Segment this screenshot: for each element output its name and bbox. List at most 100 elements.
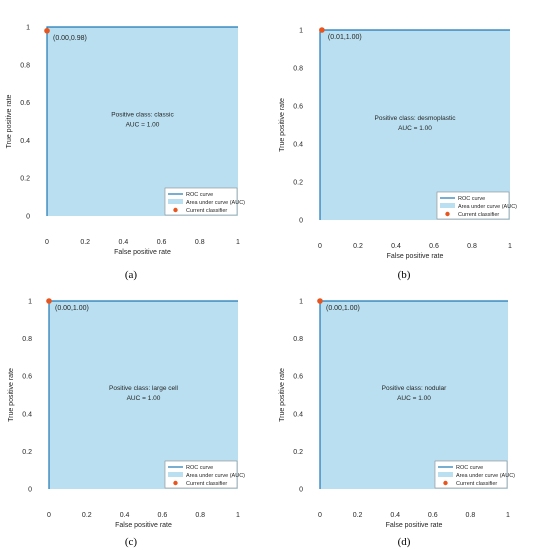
legend-roc-label: ROC curve (458, 196, 485, 202)
y-tick-label: 0.6 (293, 104, 303, 111)
x-tick-label: 0.6 (157, 239, 167, 246)
x-tick-label: 0 (318, 243, 322, 250)
roc-curve-line (46, 26, 238, 216)
y-axis-label: True positive rate (8, 368, 15, 422)
x-tick-label: 0 (45, 239, 49, 246)
classifier-point-label: (0.00,1.00) (326, 305, 360, 312)
legend-auc-label: Area under curve (AUC) (458, 204, 517, 210)
legend-auc-label: Area under curve (AUC) (186, 473, 245, 479)
legend-auc-swatch (440, 203, 455, 208)
legend-roc-label: ROC curve (456, 465, 483, 471)
x-tick-label: 0.2 (82, 512, 92, 519)
y-tick-label: 0.2 (20, 176, 30, 183)
roc-panel-c: (0.00,1.00) 0 0.2 0.4 0.6 0.8 1 0 0.2 0.4 0.6 0.8 1 F… (8, 298, 245, 548)
legend-auc-swatch (168, 472, 183, 477)
y-tick-label: 0.2 (293, 180, 303, 187)
auc-annotation: AUC = 1.00 (127, 395, 161, 402)
y-tick-label: 0.4 (293, 142, 303, 149)
legend: ROC curve Area under curve (AUC) Current c… (434, 460, 515, 489)
legend-classifier-swatch (443, 480, 448, 486)
auc-annotation: AUC = 1.00 (397, 395, 431, 402)
legend-classifier-swatch (173, 207, 178, 213)
x-tick-label: 0.6 (158, 512, 168, 519)
y-tick-label: 0.4 (293, 411, 303, 418)
legend-classifier-label: Current classifier (186, 208, 227, 214)
auc-area (49, 301, 238, 489)
y-tick-label: 0.6 (293, 374, 303, 381)
y-tick-label: 0.6 (20, 100, 30, 107)
y-tick-label: 1 (26, 25, 30, 32)
x-tick-label: 0.4 (391, 243, 401, 250)
x-tick-label: 0.2 (80, 239, 90, 246)
panel-caption: (b) (398, 269, 411, 281)
y-tick-label: 0.8 (22, 336, 32, 343)
y-tick-label: 0.2 (293, 449, 303, 456)
current-classifier-point (319, 27, 325, 33)
y-tick-label: 0 (299, 218, 303, 225)
x-axis-label: False positive rate (114, 249, 171, 256)
legend-classifier-label: Current classifier (458, 212, 499, 218)
y-tick-label: 0 (28, 487, 32, 494)
classifier-point-label: (0.00,0.98) (53, 35, 87, 42)
legend-classifier-label: Current classifier (456, 481, 497, 487)
x-axis-label: False positive rate (115, 522, 172, 529)
x-tick-label: 0.6 (428, 512, 438, 519)
current-classifier-point (317, 298, 323, 304)
x-tick-label: 0.6 (429, 243, 439, 250)
classifier-point-label: (0.00,1.00) (55, 305, 89, 312)
y-tick-label: 0 (26, 214, 30, 221)
legend-auc-swatch (438, 472, 453, 477)
legend-roc-label: ROC curve (186, 465, 213, 471)
positive-class-annotation: Positive class: classic (111, 112, 174, 119)
y-tick-label: 0.2 (22, 449, 32, 456)
legend-roc-label: ROC curve (186, 192, 213, 198)
legend: ROC curve Area under curve (AUC) Current c… (436, 191, 517, 220)
x-tick-label: 0.8 (466, 512, 476, 519)
x-tick-label: 1 (236, 239, 240, 246)
y-tick-label: 1 (28, 299, 32, 306)
auc-annotation: AUC = 1.00 (126, 122, 160, 129)
x-tick-label: 0.2 (353, 243, 363, 250)
legend-auc-label: Area under curve (AUC) (186, 200, 245, 206)
legend-auc-swatch (168, 199, 183, 204)
x-tick-label: 0.2 (353, 512, 363, 519)
roc-panel-b: (0.01,1.00) 0 0.2 0.4 0.6 0.8 1 0 0.2 0.4 0.6 0.8 1 F… (279, 27, 517, 281)
y-tick-label: 0.6 (22, 374, 32, 381)
x-tick-label: 0.8 (467, 243, 477, 250)
legend: ROC curve Area under curve (AUC) Current c… (164, 187, 245, 216)
y-tick-label: 0 (299, 487, 303, 494)
legend-classifier-label: Current classifier (186, 481, 227, 487)
auc-annotation: AUC = 1.00 (398, 125, 432, 132)
y-tick-label: 1 (299, 28, 303, 35)
x-tick-label: 0.4 (120, 512, 130, 519)
y-tick-label: 0.8 (20, 62, 30, 69)
y-axis-label: True positive rate (6, 94, 13, 148)
y-tick-label: 1 (299, 299, 303, 306)
x-tick-label: 0.4 (390, 512, 400, 519)
x-tick-label: 1 (506, 512, 510, 519)
x-axis-label: False positive rate (387, 253, 444, 260)
panel-caption: (a) (125, 269, 138, 281)
classifier-point-label: (0.01,1.00) (328, 34, 362, 41)
x-tick-label: 0 (47, 512, 51, 519)
panel-caption: (c) (125, 536, 138, 548)
x-tick-label: 0 (318, 512, 322, 519)
positive-class-annotation: Positive class: desmoplastic (375, 115, 457, 122)
legend-classifier-swatch (173, 480, 178, 486)
x-tick-label: 0.8 (195, 239, 205, 246)
roc-panel-d: (0.00,1.00) 0 0.2 0.4 0.6 0.8 1 0 0.2 0.4 0.6 0.8 1 F… (279, 298, 515, 548)
current-classifier-point (44, 27, 50, 34)
y-tick-label: 0.8 (293, 66, 303, 73)
y-tick-label: 0.4 (22, 411, 32, 418)
positive-class-annotation: Positive class: nodular (382, 385, 448, 392)
x-tick-label: 0.8 (195, 512, 205, 519)
legend-classifier-swatch (445, 211, 450, 217)
x-axis-label: False positive rate (386, 522, 443, 529)
y-axis-label: True positive rate (279, 98, 286, 152)
roc-panel-a: (0.00,0.98) 0 0.2 0.4 0.6 0.8 1 0 0.2 0.4 0.6 0.8 1 F… (6, 25, 245, 282)
auc-area (320, 301, 508, 489)
positive-class-annotation: Positive class: large cell (109, 385, 179, 392)
x-tick-label: 0.4 (119, 239, 129, 246)
x-tick-label: 1 (508, 243, 512, 250)
